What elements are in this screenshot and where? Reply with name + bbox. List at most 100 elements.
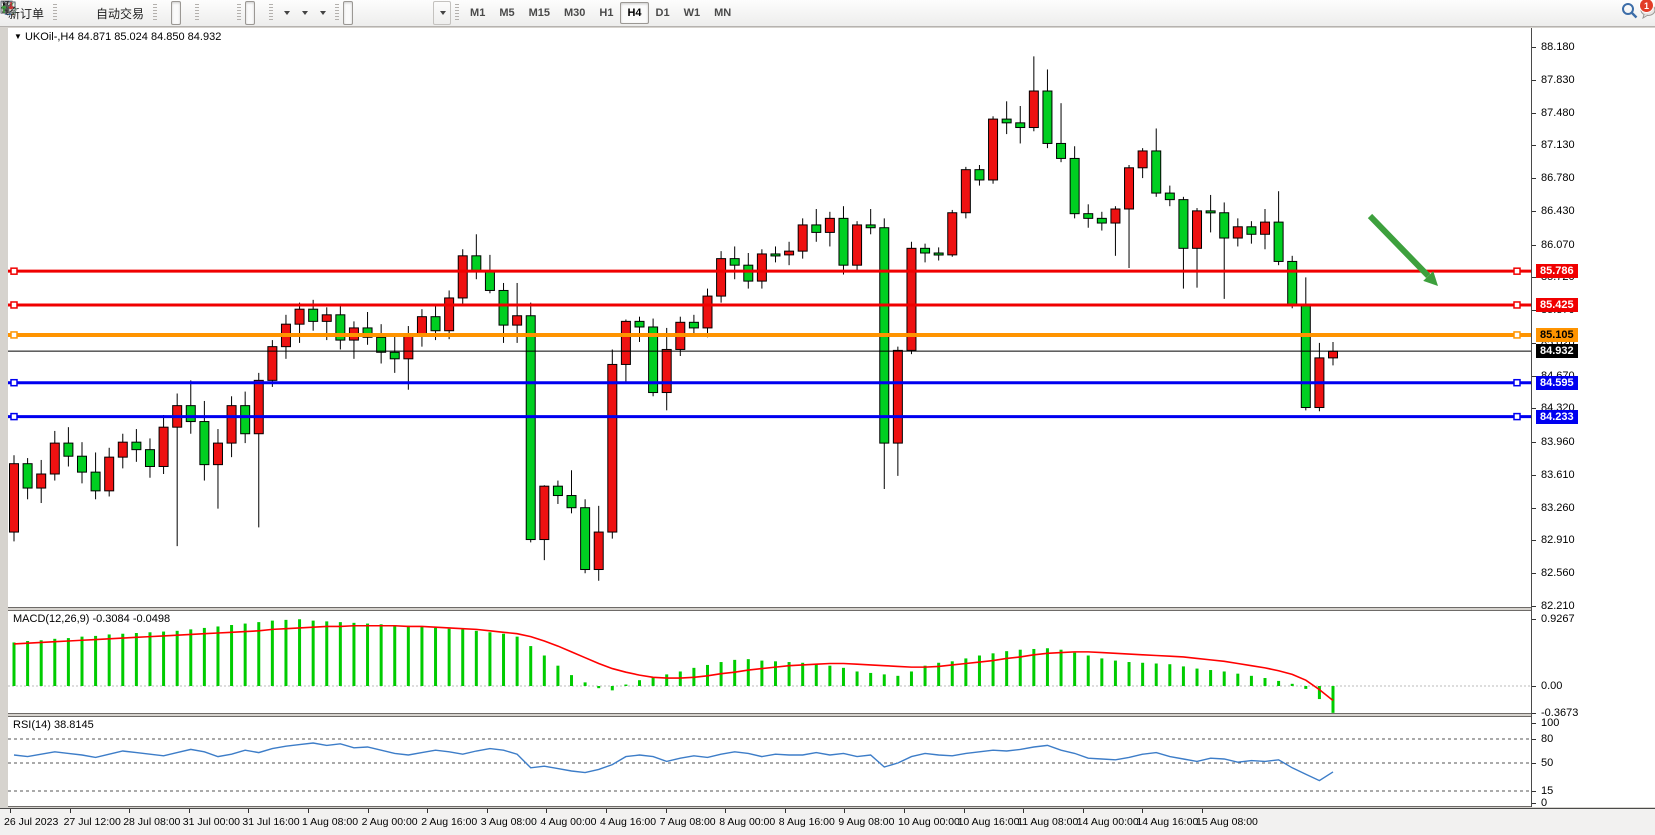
price-tick-label: 83.610 [1541,468,1575,481]
chart-collapse-icon[interactable]: ▼ [14,32,22,41]
search-icon [1622,3,1638,19]
macd-label: MACD(12,26,9) -0.3084 -0.0498 [13,613,171,625]
time-axis[interactable]: 26 Jul 2023 27 Jul 12:00 28 Jul 08:00 31 Ju… [0,808,1655,835]
auto-scroll-button[interactable] [1,1,256,25]
chart-shift-button[interactable] [1,1,265,25]
rsi-pane[interactable]: RSI(14) 38.8145 [8,717,1531,807]
crosshair-icon [1,1,14,14]
time-tick-mark [188,809,190,813]
axis-tick-mark [1532,763,1536,764]
line-chart-mode-button[interactable] [0,1,191,25]
time-tick-label: 9 Aug 08:00 [838,816,895,828]
time-tick-label: 14 Aug 00:00 [1076,816,1139,828]
time-tick-label: 7 Aug 08:00 [659,816,716,828]
autotrade-button[interactable]: 自动交易 [0,1,149,25]
rsi-tick-label: 50 [1541,757,1554,769]
time-tick-mark [844,809,846,813]
fibonacci-tool-button[interactable]: F [1,1,413,25]
indicators-button[interactable] [0,0,295,25]
trendline-tool-button[interactable] [1,1,393,25]
tile-windows-button[interactable] [0,1,233,25]
channel-tool-button[interactable]: E [0,0,403,25]
candlestick-chart-canvas[interactable] [8,28,1531,608]
axis-tick-mark [1532,408,1536,410]
macd-pane[interactable]: MACD(12,26,9) -0.3084 -0.0498 [8,611,1531,714]
candlestick-mode-button[interactable] [2,1,182,25]
notifications-button[interactable]: 1 [1639,0,1655,26]
axis-tick-mark [1532,277,1536,279]
timeframe-M5[interactable]: M5 [499,7,515,19]
time-tick-mark [784,809,786,813]
signals-button[interactable] [1,1,91,25]
axis-tick-mark [1532,686,1536,687]
main-chart-pane[interactable]: ▼ UKOil-,H4 84.871 85.024 84.850 84.932 [8,28,1531,608]
periods-button[interactable] [0,0,313,25]
price-level-label-84.233: 84.233 [1536,409,1578,424]
rsi-chart-canvas[interactable] [8,717,1531,807]
time-tick-mark [427,809,429,813]
label-tool-button[interactable]: T [1,1,433,25]
zoom-in-button[interactable] [1,1,213,25]
cursor-tool-button[interactable] [3,1,354,25]
pane-separator[interactable] [8,607,1655,608]
price-tick-label: 88.180 [1541,41,1575,53]
toolbar-grip [455,4,460,22]
axis-tick-mark [1532,375,1536,377]
macd-chart-canvas[interactable] [8,611,1531,714]
rsi-tick-label: 0 [1541,797,1548,809]
zoom-out-button[interactable] [1,1,223,25]
axis-tick-mark [1532,606,1536,608]
macd-tick-label: 0.9267 [1541,612,1575,625]
crosshair-tool-button[interactable] [1,1,363,25]
text-tool-button[interactable]: A [2,1,423,25]
price-tick-label: 87.830 [1541,73,1575,86]
timeframe-group: M1 M5 M15 M30 H1 H4 D1 W1 MN [463,2,738,24]
price-tick-label: 82.910 [1541,534,1575,547]
time-tick-mark [725,809,727,813]
toolbar-grip [53,4,58,22]
new-order-label: 新订单 [8,6,45,21]
vline-tool-button[interactable] [5,1,373,25]
price-level-label-84.595: 84.595 [1536,375,1578,390]
time-tick-label: 28 Jul 08:00 [123,816,181,828]
time-tick-mark [606,809,607,813]
timeframe-MN[interactable]: MN [714,7,732,19]
timeframe-H4[interactable]: H4 [620,2,649,24]
price-level-label-85.425: 85.425 [1536,297,1578,312]
toolbar: 新订单 自动交易 [0,0,1655,27]
pane-separator[interactable] [8,610,1655,611]
pane-separator[interactable] [8,713,1655,714]
hline-tool-button[interactable] [1,1,383,25]
svg-text:T: T [5,4,11,15]
market-watch-button[interactable] [1,1,71,25]
axis-tick-mark [1532,573,1536,575]
timeframe-M1[interactable]: M1 [470,7,486,19]
pane-separator[interactable] [8,716,1655,717]
timeframe-W1[interactable]: W1 [683,7,701,19]
autotrade-label: 自动交易 [96,6,145,21]
pane-separator [8,806,1655,807]
axis-tick-mark [1532,618,1536,620]
terminal-button[interactable] [0,1,81,25]
chart-title: ▼ UKOil-,H4 84.871 85.024 84.850 84.932 [14,31,221,43]
rsi-tick-label: 15 [1541,785,1554,797]
templates-button[interactable] [0,1,331,25]
time-tick-mark [1142,809,1144,813]
search-button[interactable] [1621,2,1638,26]
bar-chart-mode-button[interactable] [2,1,171,25]
timeframe-H1[interactable]: H1 [599,7,614,19]
timeframe-D1[interactable]: D1 [655,7,670,19]
toolbar-grip [269,4,274,22]
timeframe-M15[interactable]: M15 [528,7,550,19]
timeframe-M30[interactable]: M30 [564,7,586,19]
time-tick-mark [486,809,488,813]
arrows-tool-button[interactable] [1,1,452,25]
price-axis[interactable]: 88.180 87.830 87.480 87.130 86.780 86.430 86.0… [1531,28,1655,809]
time-tick-label: 31 Jul 16:00 [242,816,300,828]
axis-tick-mark [1532,540,1536,542]
time-tick-mark [308,809,309,813]
price-tick-label: 82.560 [1541,567,1575,580]
time-tick-label: 2 Aug 00:00 [361,816,418,828]
indicators-dropdown-caret [284,11,291,15]
arrows-icon [1,2,14,13]
